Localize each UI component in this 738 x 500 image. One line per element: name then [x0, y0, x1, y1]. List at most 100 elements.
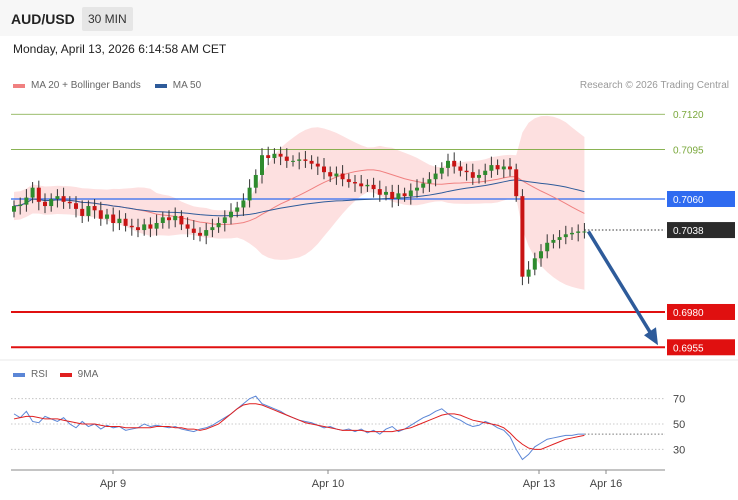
ma20-legend-label: MA 20 + Bollinger Bands	[31, 80, 141, 91]
candle-body	[439, 167, 444, 174]
x-axis: Apr 9 Apr 10 Apr 13 Apr 16	[11, 469, 665, 490]
candle-body	[303, 159, 308, 161]
candle-body	[551, 239, 556, 243]
candle-body	[483, 170, 488, 175]
forecast-arrow	[586, 230, 658, 346]
level-0.7038-label-box	[667, 222, 735, 239]
candle-body	[427, 179, 432, 184]
ma50-line	[13, 179, 585, 217]
candle-body	[532, 258, 537, 270]
candle-body	[278, 153, 283, 157]
candle-body	[446, 160, 450, 168]
rsi-swatch	[13, 372, 25, 377]
x-tick-label: Apr 10	[312, 478, 344, 490]
x-tick-label: Apr 16	[590, 478, 622, 490]
candle-body	[98, 210, 103, 219]
candle-body	[136, 227, 140, 231]
candle-body	[291, 160, 295, 162]
candles	[12, 146, 587, 286]
candle-body	[353, 182, 357, 184]
candle-body	[235, 207, 240, 212]
candle-body	[452, 160, 457, 167]
candle-body	[80, 208, 85, 216]
candle-body	[408, 190, 413, 197]
candle-body	[365, 184, 370, 187]
candle-body	[111, 214, 116, 223]
candle-body	[458, 166, 463, 171]
candle-body	[477, 174, 481, 178]
candle-body	[24, 197, 29, 205]
candle-body	[198, 232, 202, 236]
candle-body	[322, 166, 326, 173]
candle-body	[576, 231, 581, 233]
candle-body	[179, 215, 184, 225]
candle-body	[129, 225, 134, 228]
candle-body	[508, 166, 512, 170]
candle-body	[315, 163, 320, 167]
candle-body	[154, 223, 159, 229]
candle-body	[402, 193, 407, 197]
level-0.7060-label: 0.7060	[673, 195, 704, 206]
x-tick-label: Apr 9	[100, 478, 126, 490]
candle-body	[464, 170, 469, 173]
candle-body	[216, 223, 221, 228]
candle-body	[309, 160, 314, 164]
candle-body	[61, 196, 66, 202]
candle-body	[421, 183, 426, 188]
candle-body	[526, 269, 531, 277]
rsi-legend: RSI 9MA	[13, 369, 98, 380]
timeframe-badge[interactable]: 30 MIN	[82, 7, 133, 31]
candle-body	[545, 242, 550, 252]
rsi-tick-30: 30	[673, 444, 685, 456]
candle-body	[359, 183, 364, 187]
level-0.6955-label: 0.6955	[673, 343, 704, 354]
candle-body	[539, 251, 543, 259]
moving-averages	[13, 169, 585, 225]
candle-body	[563, 234, 568, 238]
candle-body	[582, 231, 587, 233]
candle-body	[514, 169, 519, 197]
candle-body	[117, 218, 122, 223]
candle-body	[396, 193, 401, 199]
ma50-legend-label: MA 50	[172, 80, 202, 91]
candle-body	[74, 203, 78, 209]
ma50-swatch	[154, 83, 167, 88]
candle-body	[570, 232, 574, 235]
candle-body	[160, 217, 165, 223]
forecast-arrow-head	[644, 327, 658, 346]
candle-body	[167, 217, 171, 221]
rsi-legend-label: RSI	[31, 369, 48, 380]
candle-body	[185, 224, 190, 229]
level-0.7095-label: 0.7095	[673, 146, 704, 157]
credit-text: Research © 2026 Trading Central	[579, 80, 729, 91]
candle-body	[30, 187, 35, 198]
candle-body	[489, 165, 494, 171]
candle-body	[12, 206, 16, 212]
candle-body	[105, 214, 109, 219]
candle-body	[557, 237, 562, 240]
candle-body	[415, 187, 419, 191]
ma9-swatch	[59, 372, 72, 377]
candle-body	[49, 198, 54, 207]
candle-body	[204, 230, 209, 236]
bollinger-band-area	[14, 115, 585, 290]
level-0.6955-label-box	[667, 339, 735, 356]
rsi-series-line	[13, 395, 585, 461]
9ma-series-line	[13, 403, 585, 450]
candle-body	[284, 156, 289, 161]
candle-body	[470, 172, 475, 178]
level-0.7060-label-box	[667, 190, 735, 207]
chart-datetime: Monday, April 13, 2026 6:14:58 AM CET	[13, 42, 227, 56]
candle-body	[501, 166, 506, 170]
forecast-arrow-shaft	[586, 230, 654, 337]
candle-body	[520, 196, 525, 277]
level-0.6980-label-box	[667, 303, 735, 320]
candle-body	[123, 218, 128, 226]
level-0.7038-label: 0.7038	[673, 226, 704, 237]
candle-body	[191, 228, 196, 233]
price-labels: 0.7120 0.7095 0.7060 0.7038 0.6980 0.6955	[667, 110, 735, 356]
level-lines	[11, 113, 665, 349]
candle-body	[334, 173, 339, 177]
candle-body	[266, 155, 271, 159]
